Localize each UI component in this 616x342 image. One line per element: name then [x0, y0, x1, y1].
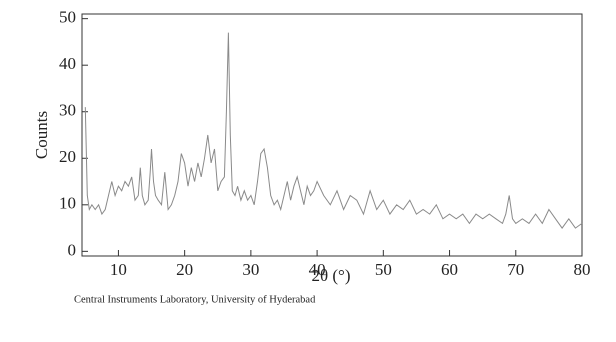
y-axis-label: Counts: [32, 111, 51, 159]
y-tick-label: 20: [59, 147, 76, 166]
plot-frame: [81, 13, 583, 257]
x-tick-label: 30: [242, 260, 259, 279]
y-tick-label: 30: [59, 101, 76, 120]
x-tick-label: 20: [176, 260, 193, 279]
footnote: Central Instruments Laboratory, Universi…: [74, 294, 316, 305]
x-tick-label: 70: [507, 260, 524, 279]
y-tick-label: 10: [59, 194, 76, 213]
data-line: [84, 32, 583, 229]
x-tick-label: 40: [309, 260, 326, 279]
x-tick-label: 50: [375, 260, 392, 279]
x-tick-label: 60: [441, 260, 458, 279]
x-axis-label: 2θ (°): [311, 266, 350, 285]
x-tick-label: 10: [110, 260, 127, 279]
y-tick-label: 40: [59, 54, 76, 73]
x-tick-label: 80: [574, 260, 591, 279]
y-tick-label: 0: [68, 240, 77, 259]
y-tick-label: 50: [59, 8, 76, 27]
